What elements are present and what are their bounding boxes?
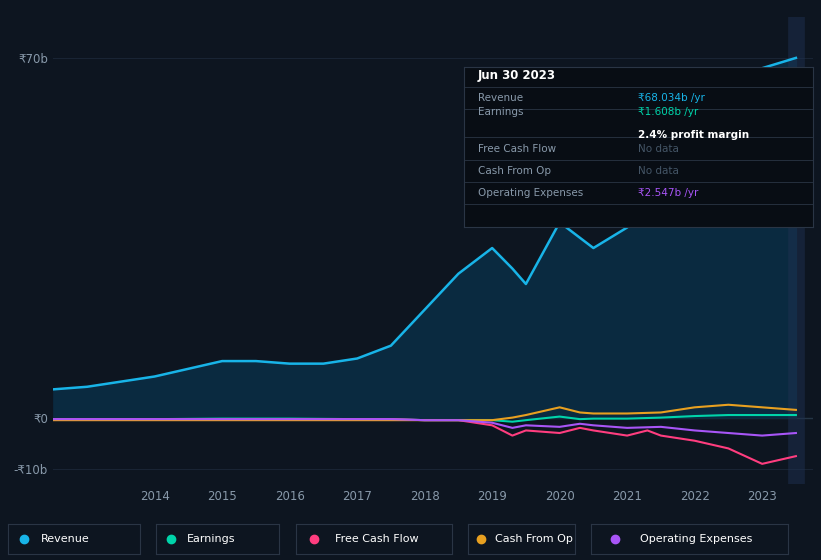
- Text: Revenue: Revenue: [478, 94, 523, 104]
- Text: Earnings: Earnings: [478, 108, 523, 117]
- Text: No data: No data: [639, 143, 679, 153]
- Text: Cash From Op: Cash From Op: [494, 534, 572, 544]
- Text: Operating Expenses: Operating Expenses: [478, 188, 583, 198]
- Text: 2.4% profit margin: 2.4% profit margin: [639, 129, 750, 139]
- Text: ₹68.034b /yr: ₹68.034b /yr: [639, 94, 705, 104]
- Text: Free Cash Flow: Free Cash Flow: [335, 534, 418, 544]
- Text: Jun 30 2023: Jun 30 2023: [478, 69, 556, 82]
- Text: Earnings: Earnings: [187, 534, 236, 544]
- Text: ₹1.608b /yr: ₹1.608b /yr: [639, 108, 699, 117]
- Text: Revenue: Revenue: [41, 534, 89, 544]
- Text: Operating Expenses: Operating Expenses: [640, 534, 753, 544]
- Text: Cash From Op: Cash From Op: [478, 166, 551, 176]
- Text: No data: No data: [639, 166, 679, 176]
- Text: ₹2.547b /yr: ₹2.547b /yr: [639, 188, 699, 198]
- Text: Free Cash Flow: Free Cash Flow: [478, 143, 556, 153]
